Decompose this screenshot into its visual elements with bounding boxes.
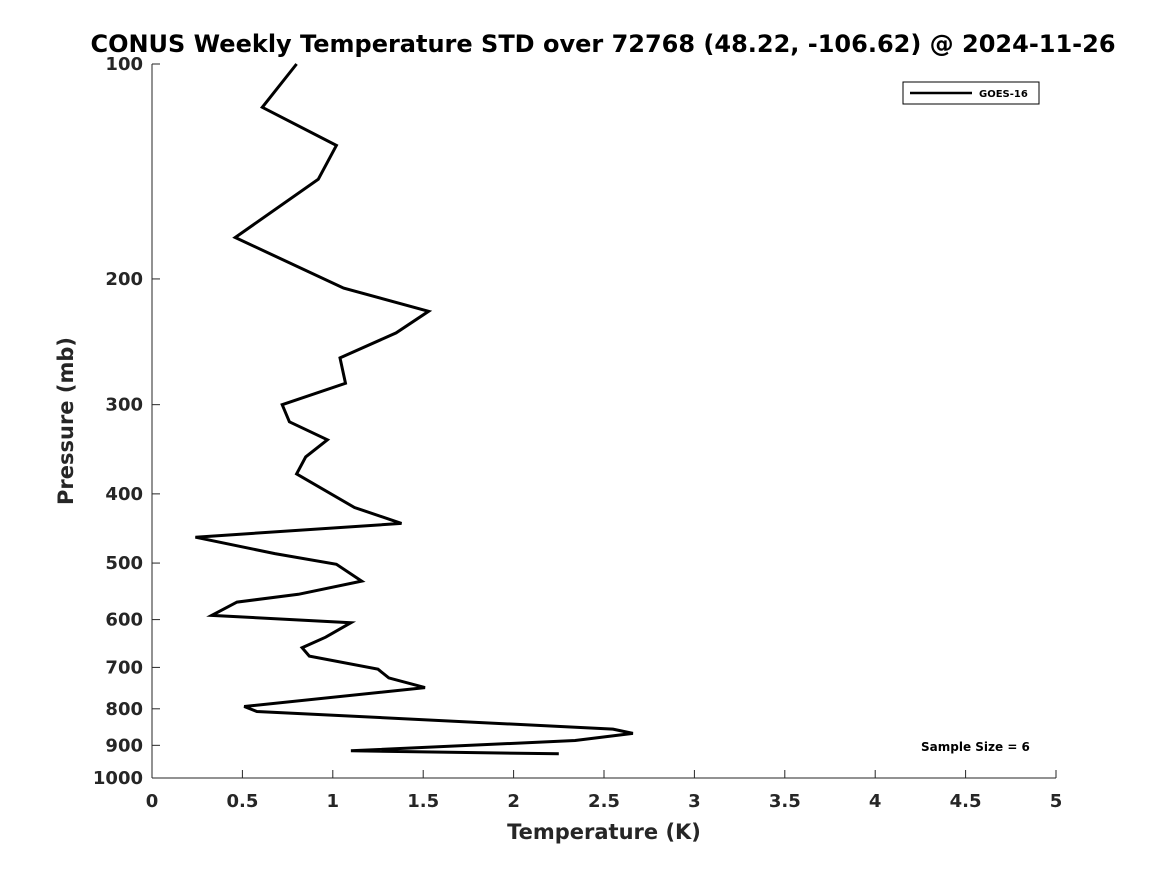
legend: GOES-16 [902, 81, 1040, 105]
y-tick-label: 100 [105, 54, 143, 75]
x-axis-ticks: 0 0.5 1 1.5 2 2.5 3 3.5 4 4.5 5 [146, 770, 1063, 812]
x-tick-label: 4.5 [950, 791, 982, 812]
x-tick-label: 3 [688, 791, 701, 812]
y-tick-label: 500 [105, 553, 143, 574]
x-tick-label: 0 [146, 791, 159, 812]
y-tick-label: 400 [105, 484, 143, 505]
legend-label-goes-16: GOES-16 [979, 89, 1028, 100]
y-tick-label: 700 [105, 657, 143, 678]
x-tick-label: 4 [869, 791, 882, 812]
y-axis-label: Pressure (mb) [54, 337, 78, 505]
y-tick-label: 800 [105, 699, 143, 720]
x-tick-label: 0.5 [226, 791, 258, 812]
sample-size-annotation: Sample Size = 6 [921, 740, 1030, 754]
series-lines [195, 63, 634, 756]
y-tick-label: 300 [105, 395, 143, 416]
x-tick-label: 2 [507, 791, 520, 812]
x-tick-label: 5 [1050, 791, 1063, 812]
x-tick-label: 2.5 [588, 791, 620, 812]
x-axis-label: Temperature (K) [507, 820, 701, 844]
series-line-goes-16 [195, 63, 634, 756]
chart-title: CONUS Weekly Temperature STD over 72768 … [90, 30, 1115, 58]
x-tick-label: 1 [327, 791, 340, 812]
y-tick-label: 1000 [93, 768, 143, 789]
x-tick-label: 3.5 [769, 791, 801, 812]
y-tick-label: 600 [105, 610, 143, 631]
y-axis-ticks: 100 200 300 400 500 600 700 800 900 1000 [93, 54, 160, 789]
x-tick-label: 1.5 [407, 791, 439, 812]
y-tick-label: 200 [105, 269, 143, 290]
y-tick-label: 900 [105, 735, 143, 756]
